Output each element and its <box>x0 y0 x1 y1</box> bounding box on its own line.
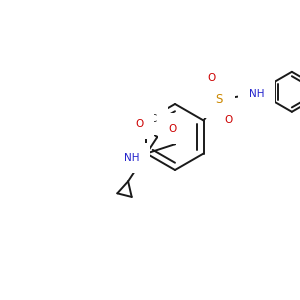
Text: O: O <box>224 116 232 125</box>
Text: S: S <box>216 93 223 106</box>
Text: NH: NH <box>249 89 264 99</box>
Text: O: O <box>207 73 215 83</box>
Text: O: O <box>135 119 143 129</box>
Text: H₃C: H₃C <box>138 114 158 124</box>
Text: NH: NH <box>124 153 139 163</box>
Text: O: O <box>169 124 177 134</box>
